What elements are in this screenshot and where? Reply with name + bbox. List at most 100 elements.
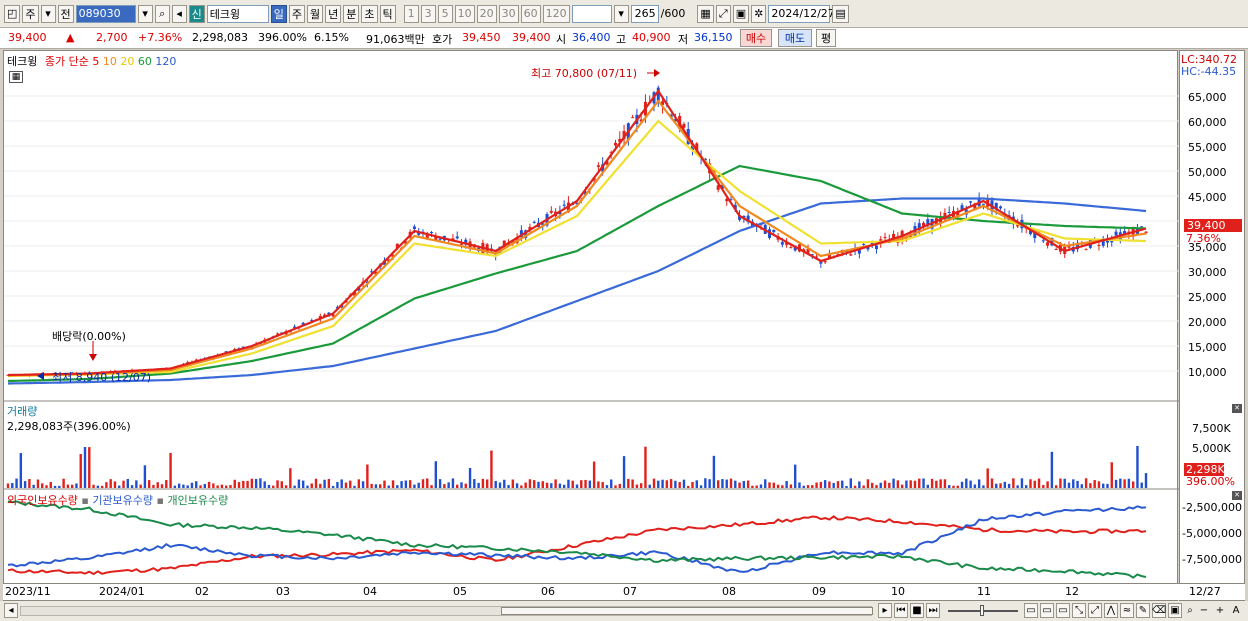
period-week[interactable]: 주 [288,4,306,23]
volume-bar [15,478,18,488]
volume-bar [96,485,100,488]
code-dropdown-icon[interactable]: ▾ [137,4,153,23]
volume-bar [417,482,420,488]
save-icon[interactable]: ▣ [732,4,750,23]
candle-body [720,184,724,189]
price-tick: 15,000 [1188,341,1227,354]
range-120[interactable]: 120 [542,4,570,23]
layout3-icon[interactable]: ▭ [1056,603,1070,618]
line-tool-icon[interactable]: ⤢ [1088,603,1102,618]
zoom-out-icon[interactable]: − [1199,605,1209,616]
erase-tool-icon[interactable]: ⌫ [1151,603,1167,618]
calendar-icon[interactable]: ▤ [832,4,849,23]
layout2-icon[interactable]: ▭ [1040,603,1054,618]
fibo-tool-icon[interactable]: ⋀ [1104,603,1118,618]
buy-button[interactable]: 매수 [740,29,772,47]
table-toggle-icon[interactable]: ▦ [9,71,23,83]
range-5[interactable]: 5 [437,4,453,23]
zoom-in-icon[interactable]: + [1215,605,1225,616]
volume-bar [327,478,331,488]
chart-area[interactable]: 테크윙 종가 단순 5 10 20 60 120 ▦ 최고 70,800 (07… [3,50,1179,601]
search-icon[interactable]: ⌕ [154,4,170,23]
x-label-end: 12/27 [1189,585,1221,598]
pen-tool-icon[interactable]: ✎ [1136,603,1150,618]
scroll-track[interactable] [20,606,873,616]
current-rate-flag: 7.36% [1186,232,1221,245]
zoom-search-icon[interactable]: ⌕ [1187,605,1193,616]
indicator-icon[interactable]: ▦ [697,4,714,23]
zoom-slider-handle[interactable] [980,605,984,616]
price-change: 2,700 [96,31,128,44]
chevron-down-icon[interactable]: ▾ [40,4,56,23]
volume-bar [674,480,677,488]
last-icon[interactable]: ⏭ [926,603,940,618]
wave-tool-icon[interactable]: ≈ [1120,603,1134,618]
speaker-icon[interactable]: ◂ [171,4,187,23]
scroll-thumb[interactable] [501,607,873,615]
volume-bar [614,485,617,488]
font-size-icon[interactable]: A [1232,605,1240,616]
first-icon[interactable]: ⏮ [894,603,908,618]
candle-body [703,158,707,161]
range-10[interactable]: 10 [454,4,475,23]
window-menu-icon[interactable]: ◰ [4,4,21,23]
scroll-right-icon[interactable]: ▸ [878,603,892,618]
volume-bar [965,478,968,488]
volume-bar [969,480,972,488]
volume-bar [772,482,775,488]
candle-body [819,260,823,264]
high-price: 40,900 [632,31,671,44]
volume-bar [592,461,596,488]
stop-icon[interactable]: ■ [910,603,924,618]
volume-bar [165,480,168,488]
range-dropdown-icon[interactable]: ▾ [613,4,629,23]
volume-bar [725,479,728,488]
eval-button[interactable]: 평 [816,29,836,47]
volume-bar [160,484,164,488]
prev-button[interactable]: 전 [57,4,74,23]
volume-bar [610,479,613,488]
stock-name-field[interactable]: 테크윙 [206,4,269,23]
legend-individual: 개인보유수량 [167,494,229,507]
holding-tick: -2,500,000 [1182,501,1242,514]
date-input[interactable]: 2024/12/27 [768,4,835,23]
range-30[interactable]: 30 [498,4,519,23]
market-select[interactable]: 주 [22,4,39,23]
bar-count-input[interactable]: 265 [630,4,659,23]
volume-bar [396,485,399,488]
period-year[interactable]: 년 [325,4,342,23]
volume-panel-close-icon[interactable]: ✕ [1232,404,1242,413]
stock-code-input[interactable]: 089030 [75,4,136,23]
candle-body [1123,231,1127,234]
period-tick[interactable]: 틱 [379,4,396,23]
period-day[interactable]: 일 [270,4,287,23]
image-icon[interactable]: ▣ [1168,603,1182,618]
volume-bar [648,484,651,488]
sell-button[interactable]: 매도 [778,29,812,47]
period-month[interactable]: 월 [307,4,324,23]
range-20[interactable]: 20 [476,4,497,23]
scroll-left-icon[interactable]: ◂ [4,603,18,618]
volume-bar [383,480,386,488]
candle-body [1101,238,1105,246]
range-3[interactable]: 3 [420,4,436,23]
range-custom-input[interactable] [571,4,612,23]
candle-body [459,243,463,245]
range-1[interactable]: 1 [403,4,419,23]
gear-icon[interactable]: ✲ [751,4,767,23]
trend-tool-icon[interactable]: ⤡ [1072,603,1086,618]
candle-body [455,236,459,239]
volume-bar [126,479,129,488]
period-minute[interactable]: 분 [343,4,360,23]
period-second[interactable]: 초 [361,4,378,23]
draw-tool-icon[interactable]: ⤢ [715,4,731,23]
layout-icon[interactable]: ▭ [1024,603,1038,618]
right-axis: LC:340.72 HC:-44.35 65,000 60,000 55,000… [1179,50,1245,601]
quote-bar: 39,400 ▲ 2,700 +7.36% 2,298,083 396.00% … [0,28,1248,49]
volume-bar [533,480,536,488]
volume-bar [1136,445,1139,488]
holding-panel-close-icon[interactable]: ✕ [1232,491,1242,500]
range-60[interactable]: 60 [520,4,541,23]
volume-bar [836,481,840,488]
candle-body [370,271,374,273]
